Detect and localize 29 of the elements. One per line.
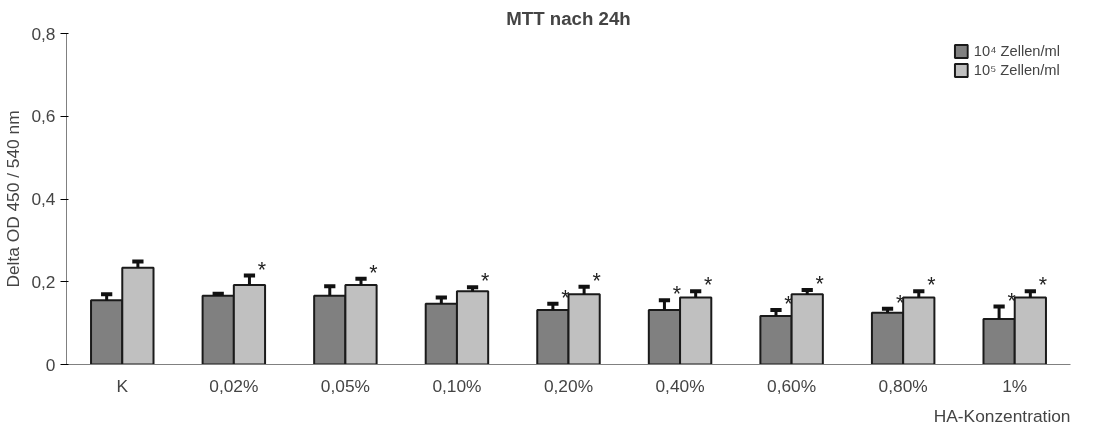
x-tick-label: 0,40% [655,375,705,396]
annotation: * [480,269,490,294]
x-tick-label: 0,10% [432,375,482,396]
annotation: * [257,257,267,282]
annotation: * [592,268,601,293]
chart-title: MTT nach 24h [506,7,631,29]
annotation: * [927,273,936,298]
x-tick-label: 1% [1002,375,1028,396]
x-tick-label: 0,05% [320,375,370,396]
x-tick-label: 0,20% [543,375,594,396]
y-tick-label: 0,4 [31,189,56,209]
y-tick-label: 0,6 [31,106,56,127]
y-tick-label: 0,2 [31,271,56,292]
y-tick-label: 0,8 [31,23,56,44]
y-tick-label: 0 [45,354,56,375]
annotation: * [704,273,713,298]
legend-label: 10⁴ Zellen/ml [973,43,1060,59]
x-axis-title: HA-Konzentration [933,405,1071,426]
x-tick-label: 0,60% [767,375,817,396]
annotation: * [672,282,682,307]
annotation: * [369,260,378,285]
annotation: * [815,272,824,297]
annotation: * [1007,288,1016,313]
x-tick-label: K [116,375,129,396]
annotation: * [1038,273,1047,298]
x-tick-label: 0,02% [209,375,259,396]
x-tick-label: 0,80% [878,375,928,396]
y-axis-title: Delta OD 450 / 540 nm [3,110,24,288]
legend-label: 10⁵ Zellen/ml [973,62,1060,78]
